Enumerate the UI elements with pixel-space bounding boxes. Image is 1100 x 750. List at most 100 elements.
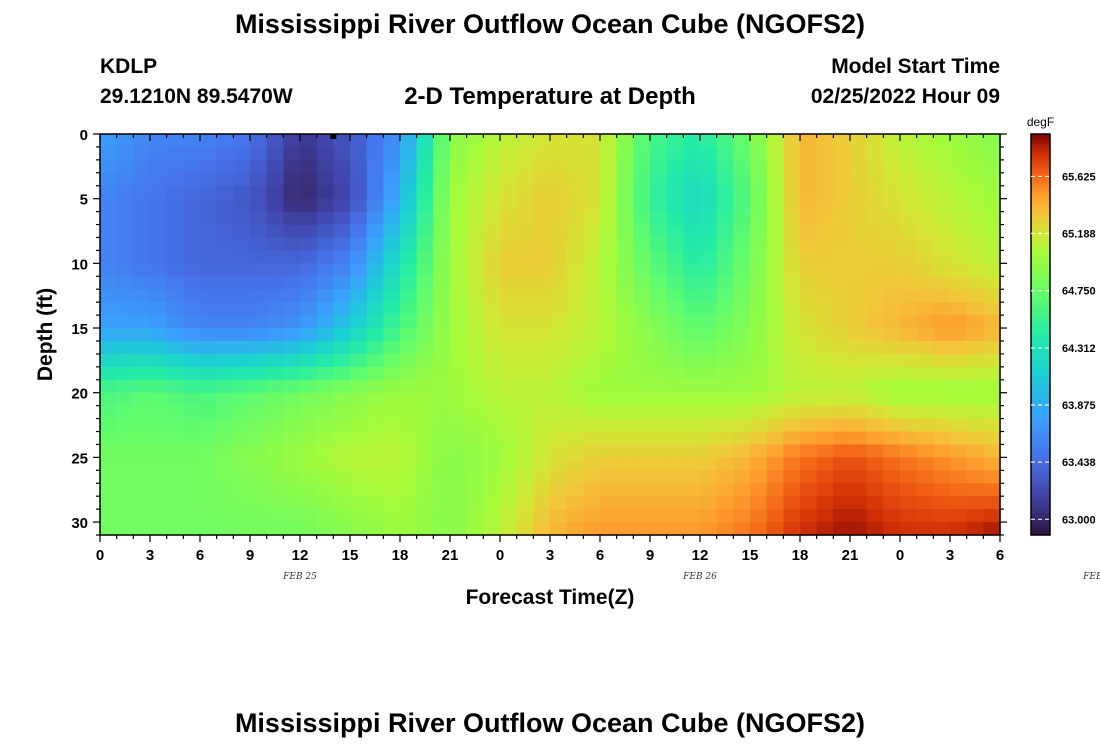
- heatmap-cell: [100, 444, 118, 458]
- heatmap-cell: [116, 276, 134, 290]
- heatmap-cell: [183, 483, 201, 497]
- heatmap-cell: [416, 185, 434, 200]
- heatmap-cell: [150, 263, 168, 277]
- heatmap-cell: [483, 457, 501, 471]
- heatmap-cell: [700, 146, 718, 161]
- heatmap-cell: [950, 483, 968, 497]
- heatmap-cell: [716, 134, 734, 148]
- heatmap-cell: [966, 159, 984, 174]
- x-tick-label: 12: [292, 547, 309, 564]
- heatmap-cell: [583, 237, 601, 252]
- heatmap-cell: [283, 431, 301, 446]
- heatmap-cell: [300, 340, 318, 355]
- heatmap-cell: [433, 172, 451, 187]
- heatmap-cell: [483, 405, 501, 420]
- heatmap-cell: [500, 237, 518, 252]
- heatmap-cell: [500, 185, 518, 200]
- heatmap-cell: [366, 431, 384, 446]
- heatmap-cell: [733, 172, 751, 187]
- heatmap-cell: [600, 340, 618, 355]
- heatmap-cell: [366, 483, 384, 497]
- heatmap-cell: [950, 198, 968, 213]
- heatmap-cell: [350, 237, 368, 252]
- heatmap-cell: [516, 366, 534, 381]
- heatmap-cell: [416, 366, 434, 381]
- heatmap-cell: [750, 379, 768, 394]
- heatmap-cell: [800, 289, 818, 303]
- heatmap-cell: [550, 146, 568, 161]
- heatmap-cell: [716, 522, 734, 536]
- heatmap-cell: [150, 340, 168, 355]
- heatmap-cell: [733, 302, 751, 316]
- heatmap-cell: [450, 470, 468, 484]
- heatmap-cell: [383, 263, 401, 277]
- heatmap-cell: [483, 302, 501, 316]
- heatmap-cell: [816, 418, 834, 433]
- heatmap-cell: [950, 211, 968, 226]
- heatmap-cell: [466, 250, 484, 264]
- heatmap-cell: [116, 457, 134, 471]
- heatmap-cell: [600, 405, 618, 420]
- heatmap-cell: [916, 353, 934, 368]
- heatmap-cell: [966, 146, 984, 161]
- heatmap-cell: [983, 211, 1001, 226]
- heatmap-cell: [716, 405, 734, 420]
- date-label: FEB 26: [682, 572, 717, 582]
- y-axis-label: Depth (ft): [34, 288, 57, 381]
- heatmap-cell: [766, 340, 784, 355]
- heatmap-cell: [350, 444, 368, 458]
- heatmap-cell: [566, 237, 584, 252]
- heatmap-cell: [850, 172, 868, 187]
- heatmap-cell: [516, 444, 534, 458]
- heatmap-cell: [350, 340, 368, 355]
- heatmap-cell: [700, 172, 718, 187]
- heatmap-cell: [466, 302, 484, 316]
- heatmap-cell: [150, 457, 168, 471]
- heatmap-cell: [616, 289, 634, 303]
- heatmap-cell: [416, 522, 434, 536]
- heatmap-cell: [400, 496, 418, 510]
- colorbar: 65.62565.18864.75064.31263.87563.43863.0…: [1030, 133, 1096, 536]
- heatmap-cell: [183, 172, 201, 187]
- heatmap-cell: [283, 159, 301, 174]
- heatmap-cell: [266, 211, 284, 226]
- heatmap-cell: [916, 405, 934, 420]
- heatmap-cell: [750, 198, 768, 213]
- heatmap-cell: [850, 366, 868, 381]
- heatmap-cell: [266, 457, 284, 471]
- heatmap-cell: [450, 444, 468, 458]
- heatmap-cell: [800, 224, 818, 239]
- heatmap-cell: [366, 470, 384, 484]
- heatmap-cell: [116, 418, 134, 433]
- colorbar-scale: [1030, 133, 1051, 536]
- heatmap-cell: [600, 134, 618, 148]
- heatmap-cell: [783, 263, 801, 277]
- heatmap-cell: [116, 392, 134, 407]
- heatmap-cell: [266, 340, 284, 355]
- heatmap-cell: [333, 483, 351, 497]
- y-tick-label: 30: [71, 515, 88, 532]
- x-tick-label: 18: [792, 547, 809, 564]
- heatmap-cell: [750, 224, 768, 239]
- heatmap-cell: [450, 509, 468, 523]
- heatmap-cell: [816, 276, 834, 290]
- heatmap-cell: [766, 134, 784, 148]
- heatmap-cell: [866, 353, 884, 368]
- heatmap-cell: [183, 328, 201, 342]
- heatmap-cell: [650, 302, 668, 316]
- heatmap-cell: [383, 134, 401, 148]
- heatmap-cell: [916, 289, 934, 303]
- heatmap-cell: [150, 276, 168, 290]
- heatmap-cell: [550, 444, 568, 458]
- heatmap-cell: [383, 353, 401, 368]
- heatmap-cell: [700, 315, 718, 329]
- x-tick-label: 15: [342, 547, 359, 564]
- heatmap-cell: [400, 392, 418, 407]
- heatmap-cell: [233, 250, 251, 264]
- heatmap-cell: [233, 237, 251, 252]
- heatmap-cell: [400, 224, 418, 239]
- heatmap-cell: [800, 405, 818, 420]
- heatmap-cell: [683, 211, 701, 226]
- heatmap-cell: [766, 366, 784, 381]
